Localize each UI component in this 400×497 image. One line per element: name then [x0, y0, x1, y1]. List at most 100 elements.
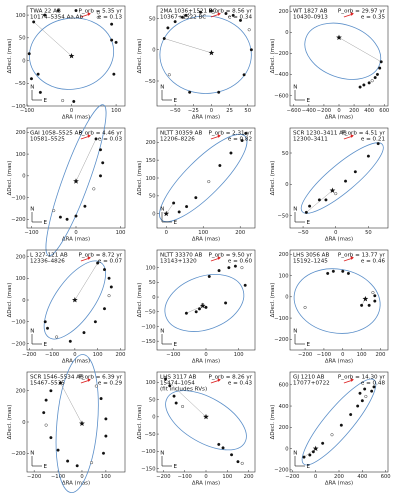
y-tick-label: 50 — [149, 16, 156, 22]
y-tick-label: 200 — [16, 389, 26, 395]
eccentricity: e = 0.60 — [228, 259, 253, 265]
orbit-data-point — [366, 154, 370, 158]
primary-star-marker — [199, 302, 206, 309]
orbital-period: P_orb = 13.77 yr — [338, 253, 386, 259]
primary-star-marker — [163, 210, 170, 217]
y-tick-label: 200 — [279, 252, 289, 258]
orbit-direction-arrowhead — [350, 12, 354, 16]
compass-east-label: E — [307, 98, 311, 104]
system-name: SCR 1230–3411 AB — [293, 131, 347, 137]
y-axis-label: ΔDecl. (mas) — [7, 283, 13, 318]
system-name: TWA 22 AB — [29, 9, 61, 15]
orbit-data-point — [360, 399, 364, 403]
y-tick-label: 100 — [16, 152, 26, 158]
primary-star-marker — [362, 295, 369, 302]
y-tick-label: 200 — [16, 130, 26, 136]
system-name: WT 1827 AB — [293, 9, 328, 15]
orbit-data-point — [221, 446, 225, 450]
orbit-data-point — [173, 20, 177, 24]
x-tick-label: 50 — [244, 108, 251, 114]
eccentricity: e = 0.43 — [228, 381, 253, 387]
x-tick-label: 0 — [204, 474, 207, 480]
x-tick-label: −100 — [20, 108, 34, 114]
compass-north-label: N — [160, 207, 164, 213]
y-tick-label: 0 — [152, 212, 155, 218]
x-tick-label: 0 — [165, 230, 168, 236]
orbit-data-point — [44, 398, 48, 402]
fit-note: (fit includes RVs) — [160, 387, 207, 393]
y-tick-label: 100 — [146, 176, 156, 182]
orbit-data-point — [363, 387, 367, 391]
x-tick-label: −200 — [285, 474, 299, 480]
orbit-direction-arrowhead — [87, 12, 91, 16]
compass-east-label: E — [307, 464, 311, 470]
compass-east-label: E — [307, 220, 311, 226]
y-tick-label: −200 — [274, 51, 288, 57]
periastron-line — [338, 37, 382, 62]
orbital-period: P_orb = 2.31 yr — [208, 131, 252, 137]
orbit-data-point — [32, 20, 36, 24]
x-axis-label: ΔRA (mas) — [62, 115, 90, 121]
orbit-ellipse — [304, 22, 382, 80]
x-tick-label: −100 — [317, 352, 331, 358]
y-tick-label: 600 — [279, 383, 289, 389]
y-tick-label: 400 — [279, 404, 289, 410]
orbit-data-point — [324, 198, 328, 202]
orbit-data-point — [242, 73, 246, 77]
orbit-data-point — [172, 201, 176, 205]
orbit-data-point — [44, 423, 48, 427]
y-tick-label: −100 — [141, 324, 155, 330]
compass-north-label: N — [30, 207, 34, 213]
orbit-data-point — [55, 335, 59, 339]
x-axis-label: ΔRA (mas) — [325, 359, 353, 365]
x-tick-label: −200 — [156, 474, 170, 480]
orbit-direction-arrowhead — [217, 256, 221, 260]
orbit-direction-arrowhead — [350, 256, 354, 260]
orbit-panel: −600 −400 −200 0 200 400 6002000−200−400−600ΔR… — [270, 5, 389, 121]
x-axis-label: ΔRA (mas) — [192, 237, 220, 243]
y-tick-label: 0 — [285, 446, 288, 452]
orbital-period: P_orb = 14.30 yr — [338, 375, 386, 381]
orbit-data-point — [29, 77, 33, 81]
compass-north-label: N — [30, 451, 34, 457]
orbit-data-point — [229, 151, 233, 155]
y-tick-label: 0 — [285, 182, 288, 188]
orbit-ellipse — [159, 133, 248, 223]
y-tick-label: 0 — [152, 48, 155, 54]
orbit-data-point — [240, 138, 244, 142]
plot-frame — [156, 249, 256, 351]
plot-frame — [289, 127, 389, 229]
system-id: 10430–0913 — [293, 15, 328, 21]
orbit-data-point — [101, 161, 105, 165]
orbit-data-point — [240, 266, 244, 270]
orbit-data-point — [346, 271, 350, 275]
compass-east-label: E — [174, 98, 178, 104]
orbit-data-point — [358, 85, 362, 89]
orbit-direction-arrowhead — [217, 378, 221, 382]
y-tick-label: −50 — [145, 310, 156, 316]
eccentricity: e = 0.46 — [361, 259, 386, 265]
orbit-data-point — [72, 99, 76, 103]
orbit-data-point — [96, 11, 100, 15]
y-tick-label: 0 — [22, 58, 25, 64]
orbit-data-point — [101, 451, 105, 455]
orbit-data-point — [36, 72, 40, 76]
orbit-data-point — [42, 411, 46, 415]
orbit-data-point — [93, 320, 97, 324]
y-tick-label: −50 — [145, 432, 156, 438]
orbit-data-point — [92, 187, 96, 191]
orbit-data-point — [356, 404, 360, 408]
orbit-data-point — [371, 291, 375, 295]
orbit-data-point — [99, 397, 103, 401]
orbit-data-point — [227, 266, 231, 270]
y-tick-label: 200 — [16, 254, 26, 260]
orbit-data-point — [367, 303, 371, 307]
y-axis-label: ΔDecl. (mas) — [270, 161, 276, 196]
y-tick-label: −200 — [11, 217, 25, 223]
eccentricity: e = 0.03 — [98, 137, 123, 143]
compass-east-label: E — [174, 464, 178, 470]
compass-north-label: N — [293, 329, 297, 335]
compass-north-label: N — [160, 85, 164, 91]
x-tick-label: 0 — [210, 108, 213, 114]
primary-star-marker — [312, 445, 319, 452]
